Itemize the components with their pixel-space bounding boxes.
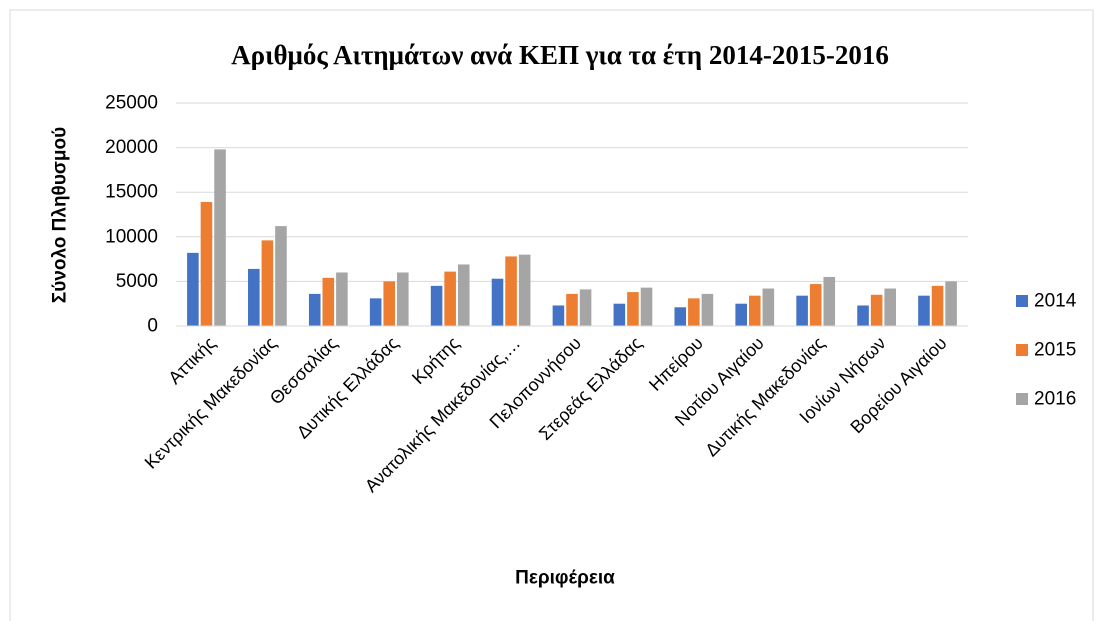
y-tick-label: 10000 xyxy=(105,226,158,247)
bar xyxy=(457,264,470,326)
chart-title: Αριθμός Αιτημάτων ανά ΚΕΠ για τα έτη 201… xyxy=(231,40,889,70)
bar xyxy=(627,292,639,326)
bar xyxy=(796,295,808,326)
bar xyxy=(397,272,409,326)
y-tick-label: 25000 xyxy=(105,93,158,114)
bar xyxy=(640,287,653,326)
bar xyxy=(430,285,443,326)
bar xyxy=(809,284,822,326)
bar xyxy=(701,293,714,326)
bar xyxy=(613,303,626,326)
y-tick-label: 5000 xyxy=(116,271,158,292)
y-tick-label: 20000 xyxy=(105,137,158,158)
bar xyxy=(918,295,930,326)
bar xyxy=(870,294,883,326)
x-tick-label: Δυτικής Ελλάδας xyxy=(293,333,403,443)
bar xyxy=(336,272,348,326)
bar xyxy=(248,268,260,326)
bar xyxy=(748,295,761,326)
bar xyxy=(261,240,274,326)
bar xyxy=(566,293,578,326)
legend-swatch xyxy=(1016,393,1028,405)
x-axis-title: Περιφέρεια xyxy=(515,568,615,589)
bar xyxy=(369,298,382,326)
legend-swatch xyxy=(1016,344,1028,356)
legend-label: 2015 xyxy=(1034,340,1076,361)
bar xyxy=(505,256,517,326)
x-tick-label: Κρήτης xyxy=(408,333,463,388)
y-axis-title: Σύνολο Πληθυσμού xyxy=(50,127,71,303)
legend-label: 2014 xyxy=(1034,291,1077,312)
bar xyxy=(945,281,957,326)
bar xyxy=(552,305,565,326)
bar xyxy=(200,202,213,326)
y-tick-label: 0 xyxy=(147,316,158,337)
bar xyxy=(491,278,504,326)
bar xyxy=(762,288,775,326)
bar xyxy=(518,254,531,326)
bar xyxy=(383,281,396,326)
bar xyxy=(322,277,335,326)
bar xyxy=(187,252,199,326)
bar xyxy=(884,288,896,326)
legend-swatch xyxy=(1016,295,1028,307)
chart-border xyxy=(9,9,1094,621)
bar xyxy=(857,305,869,326)
bar xyxy=(308,293,321,326)
x-tick-label: Ηπείρου xyxy=(645,333,707,395)
bar xyxy=(735,303,747,326)
legend-label: 2016 xyxy=(1034,389,1076,410)
bar xyxy=(688,298,700,326)
bar xyxy=(579,289,592,326)
y-tick-label: 15000 xyxy=(105,182,158,203)
bar xyxy=(275,226,287,326)
x-tick-label: Αττικής xyxy=(164,333,219,388)
x-tick-label: Στερεάς Ελλάδας xyxy=(535,333,646,444)
bar xyxy=(674,307,687,326)
bar xyxy=(931,285,944,326)
bar xyxy=(214,149,226,326)
x-tick-label: Δυτικής Μακεδονίας xyxy=(701,333,829,461)
bar xyxy=(823,276,836,326)
bar xyxy=(444,271,456,326)
